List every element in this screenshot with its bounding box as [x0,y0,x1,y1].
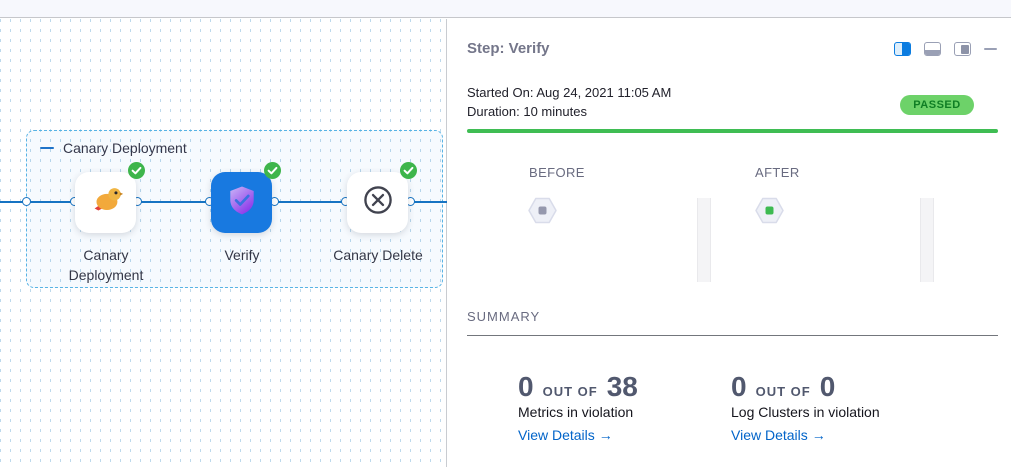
summary-title: SUMMARY [467,309,541,324]
canary-bird-icon [87,181,125,224]
collapse-group-icon[interactable] [40,146,54,150]
view-details-link-log-clusters[interactable]: View Details → [731,427,880,443]
after-node-hexagon-icon [755,197,784,229]
before-label: BEFORE [529,165,585,180]
progress-bar [467,129,998,133]
arrow-right-icon: → [598,427,613,443]
success-check-icon [400,162,417,179]
before-scrollbar-track[interactable] [697,198,711,282]
connector-dot [22,197,31,206]
after-scrollbar-track[interactable] [920,198,934,282]
stat-description: Log Clusters in violation [731,404,880,420]
before-node-hexagon-icon [528,197,557,229]
stat-outof-label: OUT OF [755,384,811,399]
node-verify[interactable] [211,162,281,233]
stat-total: 0 [819,371,836,402]
step-meta: Started On: Aug 24, 2021 11:05 AM Durati… [467,83,671,121]
after-label: AFTER [755,165,800,180]
bottom-panel-layout-icon[interactable] [924,42,941,56]
duration-text: Duration: 10 minutes [467,104,587,119]
stat-count: 0 [518,371,534,402]
stage-group-header: Canary Deployment [40,140,187,156]
node-label-canary-deployment: Canary Deployment [68,247,144,283]
started-on-text: Started On: Aug 24, 2021 11:05 AM [467,85,672,100]
shield-check-icon [224,182,260,223]
stat-numbers: 0 OUT OF 38 [518,371,638,402]
metrics-violation-stat: 0 OUT OF 38 Metrics in violation View De… [518,371,638,443]
step-detail-panel: Step: Verify Started On: Aug 24, 2021 11… [447,19,1011,467]
view-details-text: View Details [518,427,595,443]
node-canary-delete[interactable] [347,162,417,233]
stat-numbers: 0 OUT OF 0 [731,371,880,402]
summary-divider [467,335,998,336]
node-canary-deployment[interactable] [75,162,145,233]
node-label-canary-delete: Canary Delete [333,247,423,263]
stage-group-label: Canary Deployment [63,140,187,156]
status-badge: PASSED [900,95,974,115]
pipeline-canvas[interactable]: Canary Deployment Canary Deployment [0,19,447,467]
stat-count: 0 [731,371,747,402]
split-right-layout-icon[interactable] [894,42,911,56]
layout-controls [894,42,997,56]
success-check-icon [264,162,281,179]
success-check-icon [128,162,145,179]
right-drawer-layout-icon[interactable] [954,42,971,56]
stat-outof-label: OUT OF [542,384,598,399]
view-details-text: View Details [731,427,808,443]
node-label-verify: Verify [224,247,260,263]
panel-title: Step: Verify [467,40,550,57]
stat-total: 38 [606,371,638,402]
view-details-link-metrics[interactable]: View Details → [518,427,638,443]
circle-x-icon [360,182,396,223]
arrow-right-icon: → [811,427,826,443]
stat-description: Metrics in violation [518,404,634,420]
minimize-icon[interactable] [984,47,997,51]
stage-group-canary-deployment: Canary Deployment [26,130,443,288]
top-bar [0,0,1011,18]
log-clusters-violation-stat: 0 OUT OF 0 Log Clusters in violation Vie… [731,371,880,443]
